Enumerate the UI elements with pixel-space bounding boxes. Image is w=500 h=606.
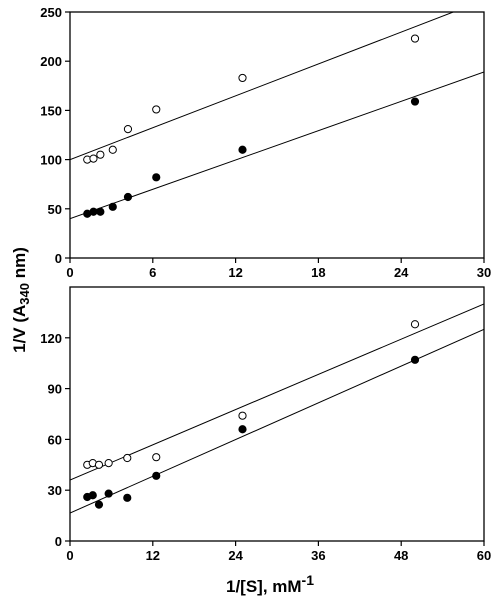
- filled-data-point: [238, 425, 247, 434]
- series-filled-circle: [70, 328, 484, 514]
- y-tick-label: 30: [48, 483, 62, 498]
- regression-line: [70, 71, 484, 220]
- y-tick-label: 200: [40, 54, 62, 69]
- y-tick-label: 120: [40, 331, 62, 346]
- open-data-point: [89, 154, 98, 163]
- open-data-point: [104, 459, 113, 468]
- filled-data-point: [238, 145, 247, 154]
- x-tick-label: 48: [394, 548, 408, 563]
- panel-2: 0 12 24 36 48 60 0 30 60 90 120: [40, 286, 491, 563]
- regression-line: [70, 12, 455, 161]
- x-axis-title: 1/[S], mM-1: [226, 572, 314, 596]
- open-data-point: [96, 150, 105, 159]
- filled-data-point: [152, 471, 161, 480]
- panel-1: 0 6 12 18 24 30 0 50 100 150 200 250: [40, 5, 491, 280]
- series-open-circle: [70, 303, 484, 481]
- series-open-circle: [70, 12, 455, 164]
- filled-data-point: [410, 97, 420, 106]
- open-data-point: [238, 73, 247, 83]
- x-tick-label: 30: [477, 265, 491, 280]
- x-tick-label: 24: [228, 548, 243, 563]
- filled-data-point: [94, 500, 104, 509]
- y-axis-title-subscript: 340: [17, 283, 32, 305]
- x-tick-label: 0: [66, 265, 73, 280]
- open-data-point: [152, 105, 161, 114]
- x-axis-title-main: 1/[S], mM: [226, 577, 302, 596]
- open-data-point: [108, 145, 117, 154]
- plot-frame: [69, 286, 485, 542]
- filled-data-point: [123, 192, 133, 202]
- x-tick-label: 6: [149, 265, 156, 280]
- plot-frame: [69, 11, 485, 259]
- x-tick-label: 24: [394, 265, 409, 280]
- filled-data-point: [123, 493, 132, 502]
- regression-line: [70, 328, 484, 514]
- open-data-point: [123, 124, 133, 134]
- y-tick-label: 0: [55, 534, 62, 549]
- y-tick-label: 60: [48, 432, 62, 447]
- filled-data-point: [104, 489, 113, 498]
- y-tick-label: 90: [48, 382, 62, 397]
- open-data-point: [410, 320, 420, 329]
- filled-data-point: [96, 207, 105, 216]
- y-tick-label: 100: [40, 153, 62, 168]
- open-data-point: [123, 453, 132, 463]
- x-axis-title-superscript: -1: [302, 572, 315, 588]
- open-data-point: [238, 411, 247, 420]
- y-tick-label: 150: [40, 103, 62, 118]
- x-tick-label: 0: [66, 548, 73, 563]
- open-data-point: [152, 453, 161, 462]
- open-data-point: [94, 460, 104, 469]
- y-axis-title-unit: nm): [10, 247, 29, 283]
- series-filled-circle: [70, 71, 484, 220]
- open-data-point: [410, 34, 420, 43]
- x-tick-label: 12: [146, 548, 160, 563]
- x-tick-label: 12: [228, 265, 242, 280]
- y-tick-label: 50: [48, 202, 62, 217]
- y-tick-label: 250: [40, 5, 62, 20]
- filled-data-point: [88, 491, 97, 500]
- filled-data-point: [152, 173, 161, 182]
- y-axis-title-main: 1/V (A: [10, 305, 29, 353]
- y-tick-label: 0: [55, 251, 62, 266]
- filled-data-point: [108, 202, 117, 211]
- filled-data-point: [410, 355, 420, 364]
- filled-data-point: [89, 207, 98, 216]
- x-tick-label: 36: [311, 548, 325, 563]
- regression-line: [70, 303, 484, 481]
- y-axis-title: 1/V (A340 nm): [10, 247, 32, 353]
- x-tick-label: 60: [477, 548, 491, 563]
- x-tick-label: 18: [311, 265, 325, 280]
